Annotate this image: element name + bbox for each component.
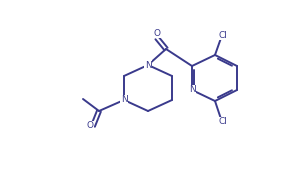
- Text: O: O: [153, 29, 160, 37]
- Text: N: N: [121, 96, 128, 105]
- Text: O: O: [87, 121, 93, 130]
- Text: Cl: Cl: [219, 30, 227, 39]
- Text: Cl: Cl: [219, 118, 227, 127]
- Text: N: N: [189, 86, 195, 95]
- Text: N: N: [145, 61, 151, 70]
